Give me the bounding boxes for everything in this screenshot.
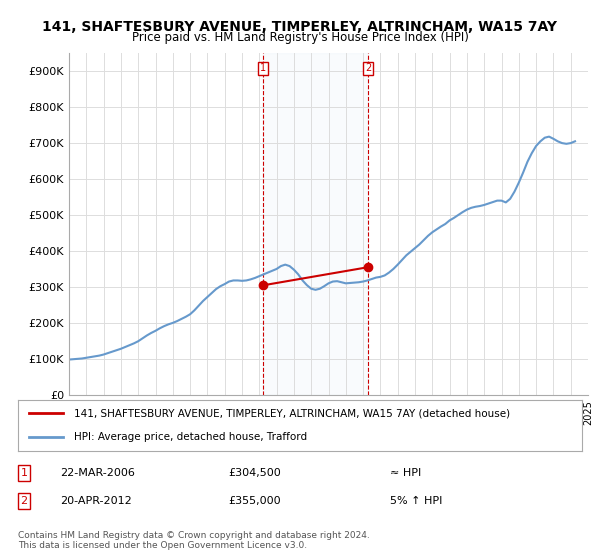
Text: £304,500: £304,500 <box>228 468 281 478</box>
Text: £355,000: £355,000 <box>228 496 281 506</box>
Text: 5% ↑ HPI: 5% ↑ HPI <box>390 496 442 506</box>
Text: 2: 2 <box>365 63 371 73</box>
Text: 22-MAR-2006: 22-MAR-2006 <box>60 468 135 478</box>
Text: Price paid vs. HM Land Registry's House Price Index (HPI): Price paid vs. HM Land Registry's House … <box>131 31 469 44</box>
Text: 141, SHAFTESBURY AVENUE, TIMPERLEY, ALTRINCHAM, WA15 7AY: 141, SHAFTESBURY AVENUE, TIMPERLEY, ALTR… <box>43 20 557 34</box>
Text: 1: 1 <box>260 63 266 73</box>
Text: 1: 1 <box>20 468 28 478</box>
Text: 2: 2 <box>20 496 28 506</box>
Bar <box>263 53 368 395</box>
Text: 20-APR-2012: 20-APR-2012 <box>60 496 132 506</box>
Text: 141, SHAFTESBURY AVENUE, TIMPERLEY, ALTRINCHAM, WA15 7AY (detached house): 141, SHAFTESBURY AVENUE, TIMPERLEY, ALTR… <box>74 408 511 418</box>
Text: HPI: Average price, detached house, Trafford: HPI: Average price, detached house, Traf… <box>74 432 308 442</box>
Text: ≈ HPI: ≈ HPI <box>390 468 421 478</box>
Text: Contains HM Land Registry data © Crown copyright and database right 2024.
This d: Contains HM Land Registry data © Crown c… <box>18 531 370 550</box>
